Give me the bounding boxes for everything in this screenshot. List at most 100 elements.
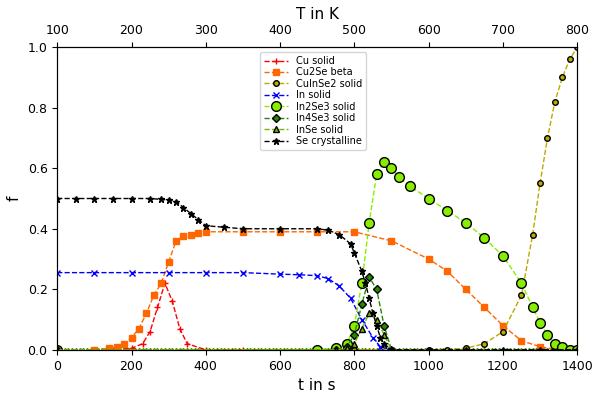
In solid [325, 276, 332, 281]
Cu solid [128, 346, 135, 351]
In2Se3 solid [518, 281, 525, 286]
In2Se3 solid [425, 196, 432, 201]
Line: Cu solid: Cu solid [54, 280, 247, 353]
In solid [336, 284, 343, 289]
In solid [128, 270, 135, 275]
In2Se3 solid [314, 347, 321, 352]
Line: In4Se3 solid: In4Se3 solid [55, 274, 394, 352]
Line: Se crystalline: Se crystalline [54, 195, 581, 353]
Cu2Se beta [239, 229, 247, 234]
Se crystalline [180, 205, 187, 210]
In solid [239, 270, 247, 275]
Se crystalline [377, 335, 384, 340]
Cu2Se beta [143, 311, 150, 316]
InSe solid [365, 311, 373, 316]
Cu2Se beta [574, 347, 581, 352]
Se crystalline [325, 228, 332, 233]
Cu solid [184, 341, 191, 346]
CuInSe2 solid [551, 99, 559, 104]
CuInSe2 solid [351, 347, 358, 352]
In4Se3 solid [358, 302, 365, 307]
In2Se3 solid [544, 332, 551, 337]
Cu solid [109, 347, 116, 352]
Se crystalline [314, 226, 321, 231]
Cu2Se beta [277, 229, 284, 234]
In solid [53, 270, 61, 275]
In4Se3 solid [388, 347, 395, 352]
Se crystalline [462, 347, 469, 352]
CuInSe2 solid [536, 181, 544, 186]
Se crystalline [91, 196, 98, 201]
Se crystalline [574, 347, 581, 352]
In solid [165, 270, 172, 275]
Cu solid [146, 329, 154, 334]
Cu2Se beta [351, 229, 358, 234]
InSe solid [332, 347, 340, 352]
CuInSe2 solid [518, 293, 525, 298]
Se crystalline [347, 242, 354, 246]
Cu2Se beta [106, 346, 113, 351]
Cu2Se beta [425, 257, 432, 262]
Cu2Se beta [195, 231, 202, 236]
In2Se3 solid [499, 254, 506, 258]
Se crystalline [373, 323, 380, 328]
Cu2Se beta [462, 287, 469, 292]
Line: CuInSe2 solid: CuInSe2 solid [55, 44, 580, 352]
Se crystalline [165, 198, 172, 202]
Cu2Se beta [202, 229, 209, 234]
InSe solid [373, 317, 380, 322]
Cu2Se beta [113, 344, 120, 349]
In2Se3 solid [462, 220, 469, 225]
Cu2Se beta [180, 234, 187, 239]
Cu2Se beta [499, 323, 506, 328]
CuInSe2 solid [544, 136, 551, 140]
CuInSe2 solid [529, 232, 536, 237]
Cu solid [176, 326, 184, 331]
Se crystalline [187, 211, 194, 216]
In2Se3 solid [395, 175, 403, 180]
In4Se3 solid [365, 275, 373, 280]
CuInSe2 solid [462, 346, 469, 351]
Cu2Se beta [128, 335, 135, 340]
In4Se3 solid [53, 347, 61, 352]
Se crystalline [195, 217, 202, 222]
In solid [202, 270, 209, 275]
Cu2Se beta [172, 238, 179, 243]
Line: Cu2Se beta: Cu2Se beta [54, 228, 581, 353]
Cu2Se beta [443, 269, 451, 274]
Cu solid [53, 347, 61, 352]
Cu2Se beta [314, 229, 321, 234]
In solid [388, 347, 395, 352]
Cu2Se beta [53, 347, 61, 352]
In4Se3 solid [332, 347, 340, 352]
Se crystalline [146, 196, 154, 201]
In2Se3 solid [373, 172, 380, 177]
Cu2Se beta [121, 341, 128, 346]
Cu2Se beta [388, 238, 395, 243]
In solid [377, 344, 384, 349]
In2Se3 solid [551, 341, 559, 346]
Cu2Se beta [555, 347, 562, 352]
InSe solid [53, 347, 61, 352]
Se crystalline [499, 347, 506, 352]
Cu2Se beta [481, 305, 488, 310]
In solid [277, 272, 284, 276]
Se crystalline [358, 269, 365, 274]
Se crystalline [202, 223, 209, 228]
Se crystalline [388, 347, 395, 352]
X-axis label: t in s: t in s [298, 378, 336, 393]
In2Se3 solid [351, 323, 358, 328]
Se crystalline [365, 296, 373, 301]
CuInSe2 solid [443, 347, 451, 352]
In4Se3 solid [351, 332, 358, 337]
Cu solid [169, 299, 176, 304]
CuInSe2 solid [425, 347, 432, 352]
Cu solid [139, 341, 146, 346]
Se crystalline [425, 347, 432, 352]
Se crystalline [158, 197, 165, 202]
InSe solid [380, 332, 388, 337]
In solid [295, 272, 302, 277]
In2Se3 solid [388, 166, 395, 171]
InSe solid [358, 326, 365, 331]
Cu2Se beta [165, 260, 172, 264]
